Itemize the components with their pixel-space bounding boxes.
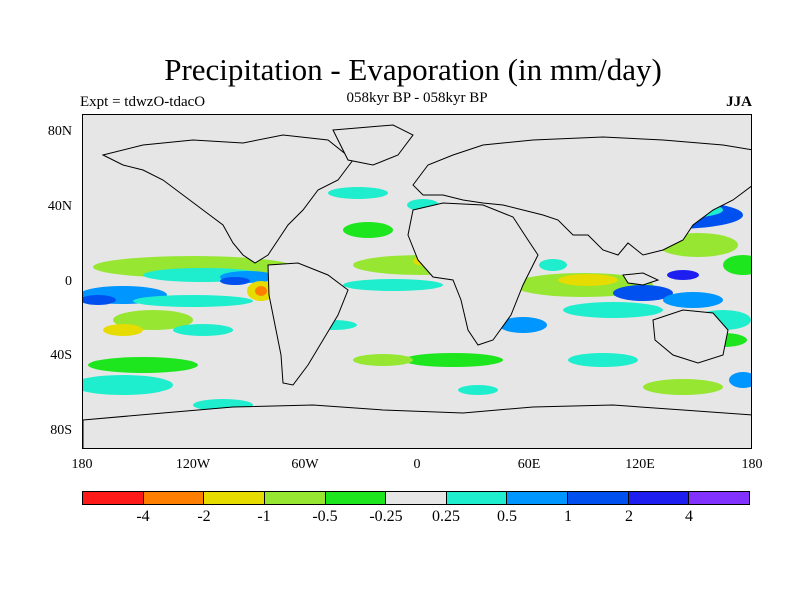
patch-yellow [103, 324, 143, 336]
colorbar-swatch [204, 492, 265, 504]
colorbar-label: 0.5 [497, 508, 517, 525]
patch-violet [667, 270, 699, 280]
colorbar-label: -2 [197, 508, 211, 525]
lon-tick-60w: 60W [291, 457, 319, 472]
lat-tick-80s: 80S [50, 423, 72, 438]
patch-cyan [343, 279, 443, 291]
colorbar-label: 4 [685, 508, 693, 525]
antarctica [83, 404, 751, 448]
greenland [332, 124, 414, 166]
season-label: JJA [726, 94, 752, 110]
lat-tick-40n: 40N [47, 199, 72, 214]
lon-tick-120w: 120W [175, 457, 211, 472]
colorbar-label: -0.25 [369, 508, 403, 525]
plot-subtitle: 058kyr BP - 058kyr BP [346, 90, 488, 106]
colorbar-swatch [143, 492, 205, 504]
patch-orange [255, 286, 267, 296]
lat-tick-80n: 80N [47, 124, 72, 139]
patch-cyan [133, 295, 253, 307]
colorbar-swatch [507, 492, 569, 504]
south-america [267, 262, 349, 386]
colorbar-swatch [689, 492, 750, 504]
colorbar-swatch [568, 492, 629, 504]
lon-tick-180e: 180 [741, 457, 763, 472]
patch-cyan [328, 187, 388, 199]
colorbar-label: 1 [564, 508, 572, 525]
patch-green [643, 379, 723, 395]
patch-darkblue [83, 295, 116, 305]
patch-darkblue [613, 285, 673, 301]
patch-blue [663, 292, 723, 308]
patch-cyan [563, 302, 663, 318]
colorbar-label: -0.5 [312, 508, 338, 525]
patch-darkblue [220, 277, 250, 285]
patch-green [88, 357, 198, 373]
patch-green [343, 222, 393, 238]
colorbar-label: -4 [136, 508, 150, 525]
africa [407, 202, 539, 346]
patch-green [353, 354, 413, 366]
colorbar-swatch [446, 492, 508, 504]
colorbar-swatch [264, 492, 326, 504]
patch-green [723, 255, 751, 275]
patch-cyan [83, 375, 173, 395]
lon-tick-0: 0 [413, 457, 421, 472]
patch-blue [499, 317, 547, 333]
colorbar [82, 491, 750, 505]
lat-tick-0: 0 [65, 274, 72, 289]
colorbar-swatch [83, 492, 144, 504]
australia [652, 309, 729, 364]
lon-tick-120e: 120E [625, 457, 655, 472]
map-plot [82, 114, 752, 449]
patch-cyan [568, 353, 638, 367]
indonesia [622, 272, 660, 286]
north-america [101, 134, 354, 264]
patch-cyan [539, 259, 567, 271]
colorbar-label: 2 [625, 508, 633, 525]
colorbar-label: -1 [257, 508, 271, 525]
colorbar-swatch [386, 492, 447, 504]
patch-blue [729, 372, 751, 388]
lat-tick-40s: 40S [50, 348, 72, 363]
patch-green [403, 353, 503, 367]
lon-tick-180w: 180 [71, 457, 93, 472]
coastlines [83, 124, 751, 448]
patch-yellow [558, 274, 618, 286]
colorbar-swatch [628, 492, 690, 504]
plot-title: Precipitation - Evaporation (in mm/day) [164, 52, 662, 87]
experiment-label: Expt = tdwzO-tdacO [80, 94, 206, 110]
patch-cyan [458, 385, 498, 395]
colorbar-label: 0.25 [432, 508, 460, 525]
map-canvas [83, 124, 751, 448]
lon-tick-60e: 60E [517, 457, 541, 472]
patch-cyan [173, 324, 233, 336]
colorbar-swatch [325, 492, 387, 504]
eurasia [412, 136, 751, 256]
